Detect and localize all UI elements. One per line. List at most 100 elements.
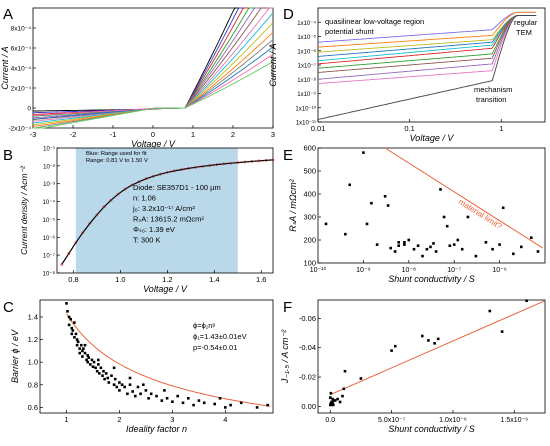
data-point [102,205,106,209]
data-point [75,343,79,347]
y-tick-label: 10⁻¹ [43,147,55,153]
data-point [434,250,438,253]
data-point [344,232,347,236]
series-line [317,11,537,43]
series-line [317,15,537,84]
data-point [136,385,140,389]
data-point [520,245,523,249]
data-point [330,400,334,404]
y-tick-label: 300 [303,213,316,222]
data-point [139,392,142,396]
data-point [491,247,494,251]
plot-frame [32,7,274,129]
data-point [324,222,328,226]
x-axis-label: Shunt conductivity / S [388,424,475,434]
data-point [501,206,505,210]
panel-d: D 0.01 0.1 1 1x10⁻¹¹ 1x10⁻¹⁰ 1x10⁻⁹ 1x10⁻⁸ 1x10⁻… [268,6,546,143]
annotation: mechanism [474,85,512,94]
material-limit-label: material limit? [457,197,504,231]
x-tick-label: 10⁻⁷ [447,267,461,274]
series-line [317,15,537,65]
fit-parameter: Diode: SE357D1 - 100 µm [133,183,221,192]
data-point [80,343,83,347]
series-line [317,15,537,80]
data-point [330,403,333,407]
data-point [74,241,78,245]
data-point [171,400,174,403]
y-axis-label: Current / A [268,43,278,86]
panel-letter-d: D [283,6,294,23]
data-point [86,360,89,364]
y-tick-label: 400 [303,190,316,199]
fit-parameter: j₀: 3.2x10⁻¹⁷ A/cm² [132,204,195,213]
data-point [65,302,68,305]
panel-b: B 0.8 1.0 1.2 1.4 1.6 10⁻⁸ 10⁻⁷ 10⁻⁶ 10⁻⁵ 10⁻⁴ 10⁻³… [3,147,275,294]
data-point [362,151,365,154]
y-tick-label: 10⁻⁵ [43,217,56,224]
data-point [104,372,108,375]
y-tick-label: 0.8 [28,380,38,389]
data-point [87,356,90,359]
data-point [257,159,261,163]
data-point [126,392,129,396]
x-tick-label: 1.6 [256,275,266,284]
x-tick-label: 5.0x10⁻⁷ [378,417,406,424]
x-tick-label: -2 [70,130,77,139]
panel-letter-c: C [3,299,14,316]
x-tick-label: 1 [499,124,503,133]
y-tick-label: 0.6 [28,403,38,412]
y-tick-label: 1.4 [28,312,38,321]
data-point [512,252,515,256]
y-tick-label: 10⁻⁶ [43,235,56,242]
data-point [331,397,334,401]
data-point [393,250,397,253]
x-tick-label: 3 [170,415,174,424]
data-point [137,180,141,184]
data-point [332,403,335,407]
data-point [88,221,92,225]
data-point [250,159,254,163]
fit-parameter: ϕ₁=1.43±0.01eV [193,332,247,341]
data-point [192,403,195,407]
fit-parameter: Φₛ₀: 1.39 eV [133,225,175,234]
data-point [530,236,533,239]
data-point [91,365,95,368]
data-point [407,238,411,242]
data-point [123,385,126,389]
x-axis-label: Ideality factor n [126,424,187,434]
data-point [243,160,247,164]
y-tick-label: 1x10⁻¹¹ [296,121,316,127]
y-tick-label: 1.2 [28,335,38,344]
panel-letter-e: E [283,147,293,164]
x-axis-label: Shunt conductivity / S [388,274,475,284]
data-point [439,188,442,191]
data-point [73,336,76,339]
data-point [82,347,85,350]
data-point [452,243,456,246]
data-point [109,198,113,202]
panel-a: A -3 -2 -1 0 1 2 3 -2x10⁻⁴ 0 2x10⁻⁴ 4x10⁻⁴ 6x10⁻⁴ 8x1… [0,6,275,149]
data-point [95,213,99,217]
y-tick-label: 1x10⁻⁵ [297,34,316,41]
data-point [416,244,420,247]
data-point [359,377,363,380]
data-point [329,391,333,395]
data-point [333,399,337,402]
data-point [442,215,446,219]
data-point [128,376,132,380]
x-tick-label: 0 [151,130,155,139]
data-point [144,177,148,181]
data-point [460,247,464,251]
annotation: potential shunt [325,27,375,36]
plot-frame [39,299,274,414]
y-axis-label: Current / A [0,46,10,89]
data-point [445,224,449,228]
y-tick-label: -0.06 [299,314,316,323]
data-point [338,400,342,404]
data-point [75,338,79,341]
series-line [32,7,273,117]
data-point [448,244,452,247]
y-tick-label: 1x10⁻⁷ [298,63,316,70]
legend-line: Range: 0.81 V to 1.50 V [86,158,148,164]
data-point [255,406,259,409]
